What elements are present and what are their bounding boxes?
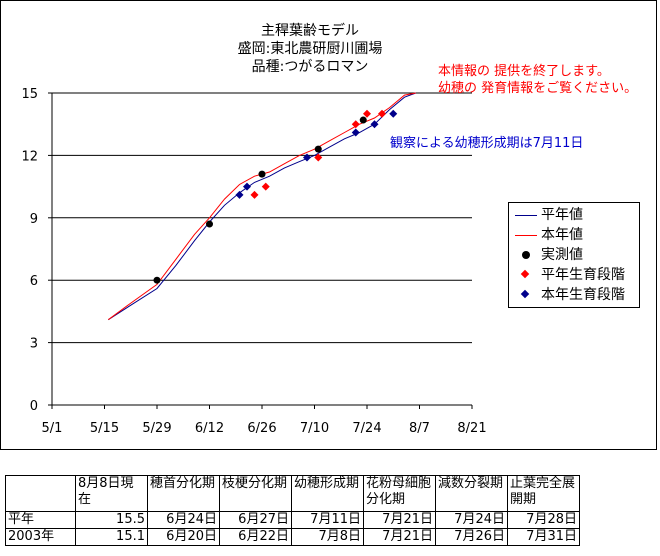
axis-layer: 0 3 6 9 12 15 5/1 5/15 5/29 6/12 6/26 7/10 7/24 8/7 8/…	[21, 87, 486, 436]
y-tick-label: 12	[21, 149, 38, 164]
observed-point	[359, 116, 367, 124]
table-cell: 7月24日	[435, 511, 508, 529]
growth-stage-table: 8月8日現在 穂首分化期 枝梗分化期 幼穂形成期 花粉母細胞分化期 減数分裂期 …	[5, 475, 580, 546]
y-tick-label: 6	[30, 274, 38, 289]
series-layer	[108, 92, 416, 321]
this-stage-point	[243, 182, 251, 191]
table-cell: 6月22日	[219, 528, 292, 546]
y-tick-label: 3	[30, 337, 38, 352]
x-tick-label: 8/7	[409, 421, 430, 436]
legend-label: 平年値	[541, 207, 583, 223]
legend-dot-icon	[522, 251, 530, 259]
chart-legend: 平年値 本年値 実測値 平年生育段階 本年生育段階	[508, 202, 640, 308]
table-header-row: 8月8日現在 穂首分化期 枝梗分化期 幼穂形成期 花粉母細胞分化期 減数分裂期 …	[5, 475, 580, 512]
leaf-age-chart: 0 3 6 9 12 15 5/1 5/15 5/29 6/12 6/26 7/10 7/24 8/7 8/…	[21, 87, 486, 436]
normal-stage-point	[250, 190, 259, 199]
this-stage-point	[235, 190, 244, 199]
this-stage-point	[351, 128, 360, 137]
this-stage-point	[303, 153, 311, 162]
grid-layer	[52, 92, 472, 344]
table-cell: 7月28日	[507, 511, 580, 529]
table-cell: 7月11日	[291, 511, 364, 529]
table-cell: 7月8日	[291, 528, 364, 546]
legend-item-normal-year: 平年値	[509, 205, 639, 225]
notice-end-of-service: 本情報の 提供を終了します。	[438, 64, 610, 79]
table-header-cell: 減数分裂期	[435, 475, 508, 512]
y-tick-label: 0	[30, 399, 38, 414]
y-tick-label: 15	[21, 87, 38, 102]
table-cell: 7月21日	[363, 528, 436, 546]
y-tick-label: 9	[30, 212, 38, 227]
observation-annotation: 観察による幼穂形成期は7月11日	[390, 136, 584, 151]
table-cell: 15.1	[75, 528, 148, 546]
table-cell: 7月31日	[507, 528, 580, 546]
x-tick-label: 5/1	[42, 421, 63, 436]
table-header-cell: 幼穂形成期	[291, 475, 364, 512]
x-tick-label: 6/26	[247, 421, 276, 436]
x-tick-label: 7/24	[352, 421, 381, 436]
x-tick-label: 7/10	[300, 421, 329, 436]
table-cell: 6月27日	[219, 511, 292, 529]
legend-label: 実測値	[541, 247, 583, 263]
chart-title: 主稈葉齢モデル	[261, 23, 359, 39]
observed-point	[258, 170, 266, 178]
normal-stage-point	[261, 182, 270, 191]
table-cell: 7月26日	[435, 528, 508, 546]
legend-diamond-icon	[520, 289, 530, 299]
legend-item-normal-stage: 平年生育段階	[509, 265, 639, 285]
x-tick-label: 5/29	[142, 421, 171, 436]
chart-subtitle-location: 盛岡:東北農研厨川圃場	[237, 41, 383, 57]
legend-line-icon	[515, 215, 537, 216]
table-header-cell: 花粉母細胞分化期	[363, 475, 436, 512]
table-header-cell: 穂首分化期	[147, 475, 220, 512]
table-header-cell: 止葉完全展開期	[507, 475, 580, 512]
x-tick-label: 5/15	[90, 421, 119, 436]
table-header-cell: 8月8日現在	[75, 475, 148, 512]
table-cell: 6月24日	[147, 511, 220, 529]
legend-item-this-year: 本年値	[509, 225, 639, 245]
table-row-label: 平年	[5, 511, 76, 529]
observed-point	[206, 220, 213, 228]
table-row-label: 2003年	[5, 528, 76, 546]
series-line-2	[108, 92, 416, 321]
legend-label: 平年生育段階	[541, 267, 625, 283]
normal-stage-point	[351, 120, 360, 129]
marker-layer	[153, 109, 398, 284]
legend-diamond-icon	[520, 269, 530, 279]
x-tick-label: 8/21	[457, 421, 486, 436]
table-row: 平年 15.5 6月24日 6月27日 7月11日 7月21日 7月24日 7月…	[5, 511, 580, 529]
chart-subtitle-variety: 品種:つがるロマン	[251, 59, 369, 75]
legend-label: 本年生育段階	[541, 287, 625, 303]
table-row: 2003年 15.1 6月20日 6月22日 7月8日 7月21日 7月26日 …	[5, 528, 580, 546]
table-header-cell: 枝梗分化期	[219, 475, 292, 512]
this-stage-point	[370, 120, 379, 129]
x-tick-label: 6/12	[195, 421, 224, 436]
normal-stage-point	[314, 153, 323, 162]
this-stage-point	[389, 109, 398, 118]
legend-item-this-stage: 本年生育段階	[509, 285, 639, 305]
table-cell: 6月20日	[147, 528, 220, 546]
notice-see-panicle-info: 幼穂の 発育情報をご覧ください。	[438, 81, 638, 96]
normal-stage-point	[363, 109, 371, 118]
legend-line-icon	[515, 235, 537, 236]
table-cell: 7月21日	[363, 511, 436, 529]
observed-point	[314, 145, 322, 153]
legend-item-observed: 実測値	[509, 245, 639, 265]
legend-label: 本年値	[541, 227, 583, 243]
normal-stage-point	[378, 109, 386, 118]
observed-point	[153, 276, 161, 284]
table-header-cell	[5, 475, 76, 512]
table-cell: 15.5	[75, 511, 148, 529]
